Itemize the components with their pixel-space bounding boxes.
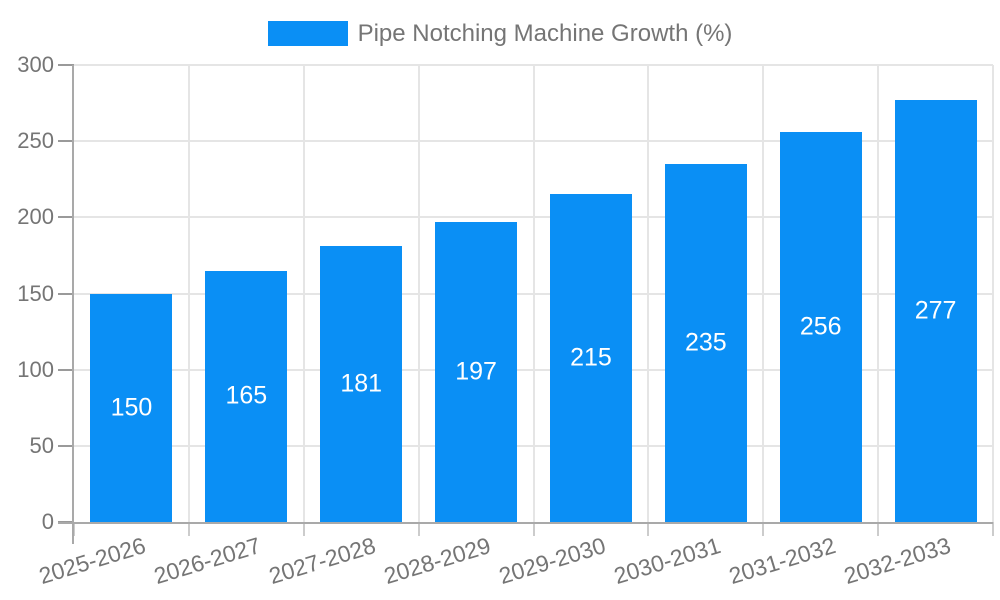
x-axis-tick bbox=[877, 522, 880, 536]
x-axis-label: 2025-2026 bbox=[36, 532, 150, 590]
legend-swatch bbox=[267, 21, 348, 46]
x-axis-label: 2027-2028 bbox=[265, 532, 379, 590]
x-gridline bbox=[992, 65, 994, 522]
bar[interactable] bbox=[664, 164, 747, 522]
y-axis-label: 150 bbox=[17, 280, 54, 306]
x-axis-tick bbox=[302, 522, 305, 536]
y-axis-label: 250 bbox=[17, 128, 54, 154]
y-axis-label: 50 bbox=[29, 432, 54, 458]
x-axis-tick bbox=[762, 522, 765, 536]
y-axis-tick bbox=[58, 292, 74, 295]
y-axis-tick bbox=[58, 216, 74, 219]
y-axis-tick bbox=[58, 64, 74, 66]
bar-value-label: 181 bbox=[340, 369, 383, 398]
x-axis-label: 2029-2030 bbox=[495, 532, 609, 590]
x-axis-label: 2028-2029 bbox=[380, 532, 494, 590]
bar[interactable] bbox=[779, 132, 862, 522]
x-axis-tick bbox=[417, 522, 420, 536]
y-axis-label: 0 bbox=[41, 509, 54, 534]
x-axis-tick bbox=[992, 522, 994, 536]
x-gridline bbox=[647, 65, 650, 522]
x-axis-tick bbox=[73, 522, 75, 536]
x-axis-line bbox=[58, 522, 993, 524]
bar[interactable] bbox=[320, 246, 403, 522]
x-axis-tick bbox=[532, 522, 535, 536]
x-axis-label: 2026-2027 bbox=[151, 532, 264, 590]
x-gridline bbox=[302, 65, 305, 522]
x-axis-tick bbox=[647, 522, 650, 536]
x-axis-label: 2032-2033 bbox=[840, 532, 954, 590]
x-gridline bbox=[417, 65, 420, 522]
bar-value-label: 215 bbox=[570, 343, 612, 372]
x-axis-label: 2031-2032 bbox=[725, 532, 839, 590]
legend-label: Pipe Notching Machine Growth (%) bbox=[357, 20, 733, 47]
bar[interactable] bbox=[90, 293, 173, 522]
x-gridline bbox=[762, 65, 765, 522]
x-gridline bbox=[877, 65, 880, 522]
bar[interactable] bbox=[549, 194, 632, 522]
y-axis-label: 100 bbox=[17, 356, 54, 382]
y-axis-label: 300 bbox=[17, 52, 54, 77]
bar-value-label: 197 bbox=[455, 357, 497, 386]
bar-value-label: 256 bbox=[799, 312, 842, 341]
y-axis-tick bbox=[58, 444, 74, 447]
chart-legend[interactable]: Pipe Notching Machine Growth (%) bbox=[0, 21, 1000, 46]
x-gridline bbox=[532, 65, 535, 522]
y-axis-tick bbox=[58, 140, 74, 143]
y-axis-label: 200 bbox=[17, 204, 54, 230]
bar-value-label: 165 bbox=[225, 381, 268, 410]
y-axis-line bbox=[72, 65, 74, 544]
bar-value-label: 150 bbox=[110, 393, 153, 422]
bar-value-label: 235 bbox=[684, 328, 727, 357]
x-axis-label: 2030-2031 bbox=[610, 532, 724, 590]
bar[interactable] bbox=[205, 270, 288, 522]
plot-area: 0 50 100 150 200 250 300 150 2025-2026 165 2026-20… bbox=[17, 52, 994, 589]
y-axis-tick bbox=[58, 368, 74, 371]
bar[interactable] bbox=[894, 100, 977, 522]
bar-value-label: 277 bbox=[914, 296, 957, 325]
x-axis-tick bbox=[187, 522, 190, 536]
bar[interactable] bbox=[435, 221, 518, 522]
x-gridline bbox=[187, 65, 190, 522]
